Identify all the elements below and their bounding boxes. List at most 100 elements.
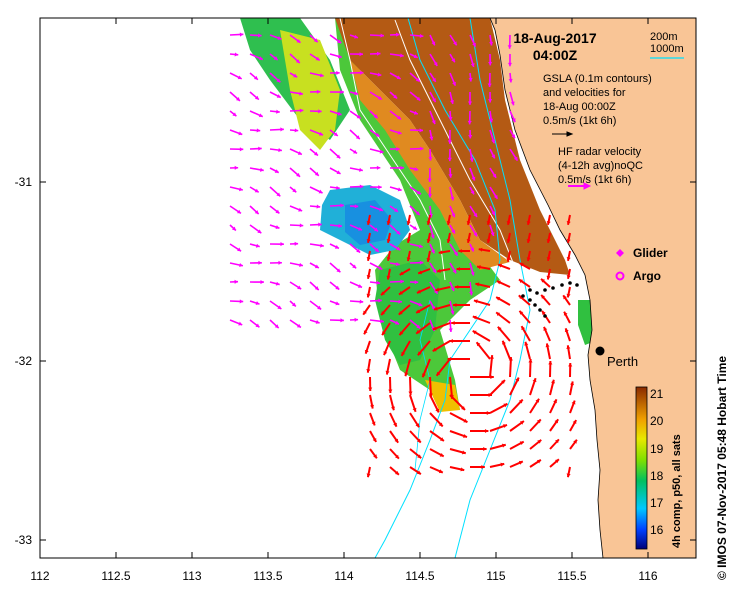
hf-vector	[409, 167, 419, 172]
hf-vector	[289, 128, 299, 133]
hf-vector	[329, 185, 340, 190]
hf-vector	[349, 204, 359, 209]
gsla-vector	[540, 294, 551, 306]
gsla-vector	[368, 376, 373, 392]
hf-vector	[449, 53, 456, 63]
hf-vector	[249, 186, 260, 193]
hf-vector	[369, 298, 382, 303]
hf-vector	[429, 129, 434, 141]
hf-vector	[269, 319, 280, 329]
hf-vector	[369, 148, 384, 154]
map-date: 18-Aug-2017	[513, 30, 596, 46]
hf-vector	[469, 34, 477, 48]
hf-vector	[389, 165, 404, 170]
hf-vector	[269, 186, 281, 197]
hf-vector	[468, 129, 473, 139]
gsla-vector	[415, 322, 431, 335]
hf-vector	[349, 129, 361, 140]
hf-vector	[329, 34, 342, 44]
gsla-vector	[429, 394, 440, 413]
gsla-vectors	[362, 214, 578, 478]
gsla-vector	[489, 423, 508, 432]
gsla-vector	[406, 232, 411, 243]
axis-ticks	[39, 18, 696, 558]
gsla-vector	[380, 304, 391, 316]
hf-vector	[229, 319, 243, 326]
hf-vector	[427, 167, 432, 182]
colorbar-label: 4h comp, p50, all sats	[671, 434, 683, 548]
gsla-vector	[497, 326, 511, 342]
hf-vector	[369, 91, 383, 101]
hf-vector	[427, 186, 433, 198]
gsla-vector	[454, 284, 470, 290]
hf-vector	[249, 128, 261, 133]
sst-warm-core	[335, 18, 570, 275]
gsla-vector	[529, 459, 542, 468]
lat-tick-labels: -31 -32 -33	[15, 175, 33, 547]
gsla-vector	[543, 326, 551, 342]
gsla-vector	[529, 398, 540, 414]
gsla-vector	[548, 360, 553, 378]
hf-vector	[389, 110, 402, 120]
hf-vector	[309, 109, 322, 114]
gsla-vector	[449, 466, 465, 472]
hf-vector	[269, 167, 280, 174]
gsla-vector	[453, 302, 470, 308]
hf-vector	[389, 32, 400, 37]
hf-vector	[249, 319, 260, 328]
hf-scale-arrow	[568, 182, 592, 190]
hf-vector	[489, 167, 497, 179]
gsla-vector	[566, 232, 571, 243]
gsla-vector	[366, 268, 371, 279]
gsla-vector	[549, 458, 560, 468]
gsla-vector	[472, 315, 491, 324]
hf-vector	[369, 185, 382, 190]
hf-vector	[229, 129, 243, 136]
lon-tick-label: 115	[486, 569, 505, 583]
gsla-vector	[432, 322, 451, 331]
lon-tick-label: 115.5	[557, 569, 586, 583]
hf-vector	[429, 91, 437, 103]
hf-vector	[369, 243, 380, 253]
hf-vector	[329, 318, 344, 323]
gsla-vector	[509, 398, 524, 414]
hf-vector	[289, 72, 298, 78]
hf-vector	[309, 319, 320, 324]
gsla-vector	[478, 247, 491, 252]
gsla-vector	[495, 311, 511, 324]
glider-label: Glider	[633, 246, 668, 260]
hf-vector	[428, 148, 433, 161]
hf-vector	[329, 167, 341, 175]
gsla-vector	[526, 232, 531, 243]
gsla-vector	[416, 286, 431, 294]
colorbar	[635, 386, 648, 550]
hf-vector	[429, 243, 435, 254]
hf-vector	[487, 72, 492, 87]
hf-vector	[369, 72, 382, 77]
hf-vector	[229, 205, 242, 215]
hf-vector	[389, 146, 400, 152]
hf-vector	[489, 34, 494, 46]
hf-vector	[269, 281, 280, 286]
gsla-vector	[386, 268, 391, 280]
hf-vector	[349, 70, 364, 75]
hf-vector	[449, 34, 458, 46]
hf-vector	[429, 34, 436, 46]
hf-vector	[309, 53, 321, 61]
hf-vector	[448, 319, 453, 333]
hf-vector	[289, 205, 303, 212]
gsla-vector	[546, 232, 551, 243]
hf-vector	[369, 110, 379, 119]
gsla-vector	[386, 250, 391, 261]
lon-tick-label: 116	[638, 569, 657, 583]
gsla-vector	[529, 377, 537, 396]
hf-vector	[289, 53, 301, 64]
gsla-vector	[404, 358, 411, 377]
gsla-vector	[389, 412, 398, 428]
hf-vector	[389, 262, 400, 267]
hf-vector	[409, 260, 424, 265]
hf-vector	[289, 91, 303, 96]
gsla-vector	[363, 322, 371, 335]
gsla-vector	[569, 400, 576, 414]
gsla-vector	[470, 428, 489, 434]
